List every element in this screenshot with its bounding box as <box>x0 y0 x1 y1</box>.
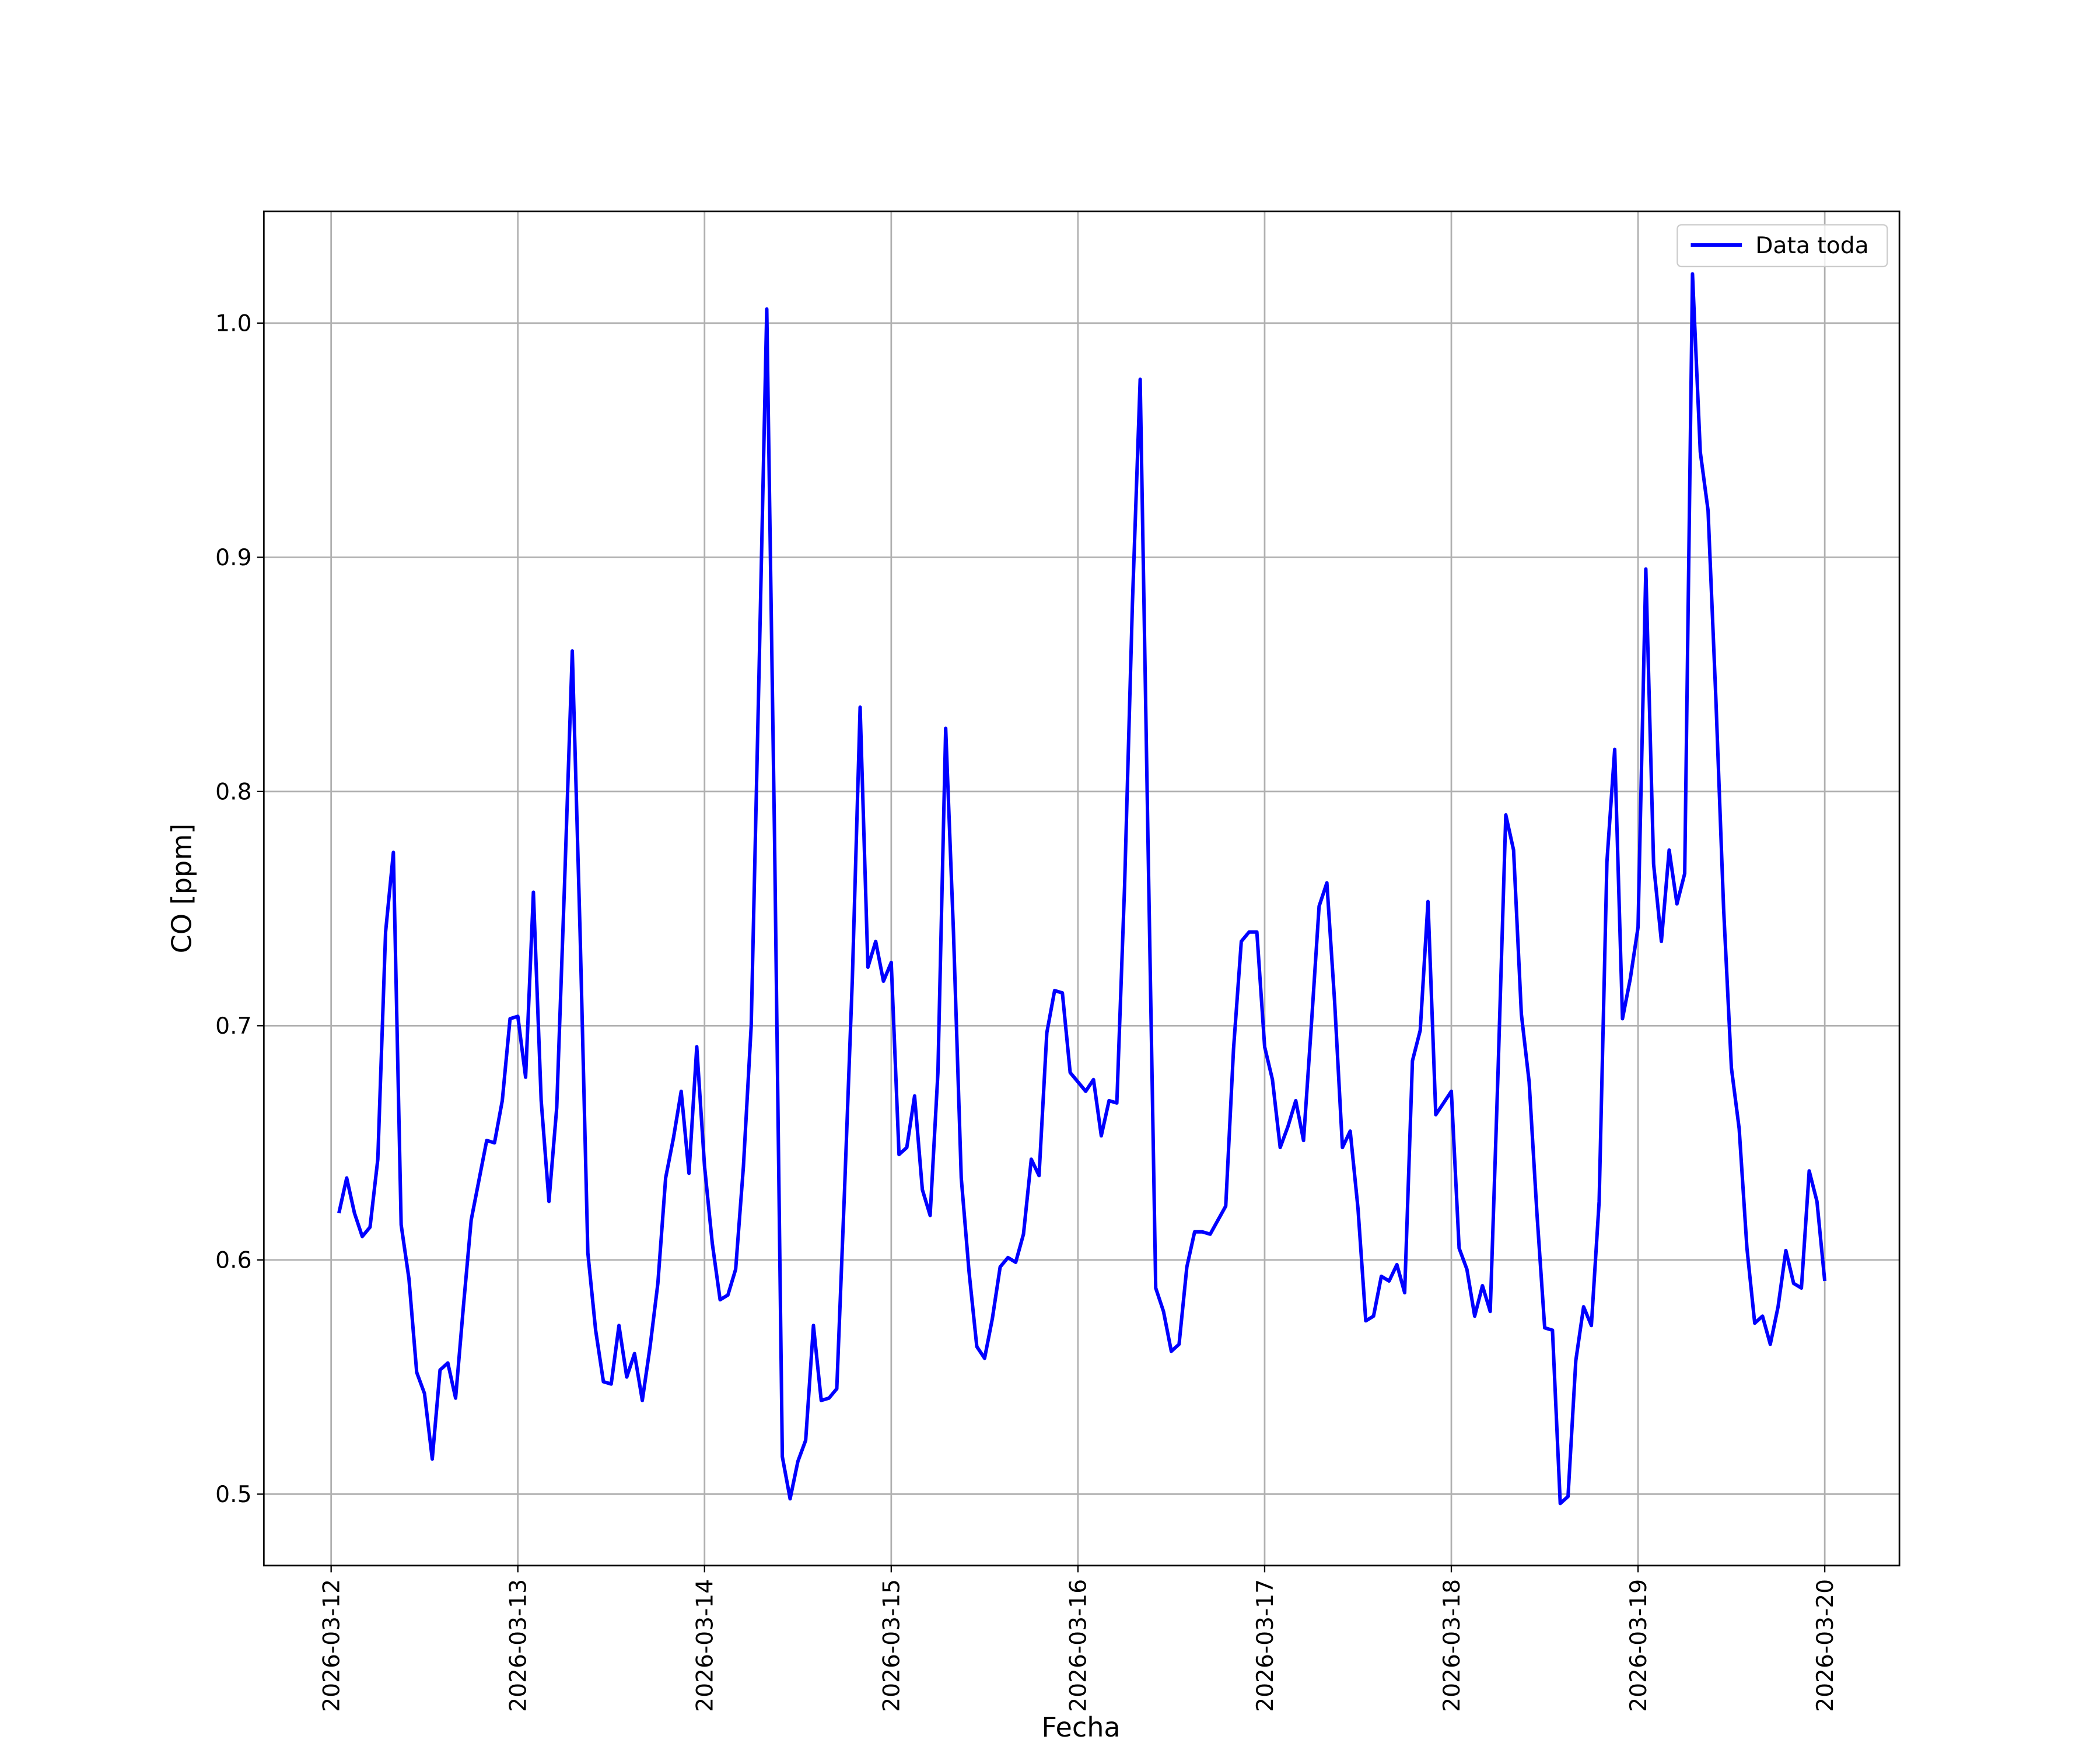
x-tick-label: 2026-03-13 <box>506 1579 532 1712</box>
x-tick-label: 2026-03-12 <box>319 1579 345 1712</box>
plot-frame <box>262 210 1901 1567</box>
x-tick-label: 2026-03-14 <box>692 1579 719 1712</box>
y-tick-label: 0.7 <box>215 1013 251 1040</box>
x-tick-label: 2026-03-16 <box>1066 1579 1092 1712</box>
x-tick-label: 2026-03-18 <box>1439 1579 1465 1712</box>
y-tick-label: 0.9 <box>215 545 251 571</box>
legend-box <box>1676 224 1888 268</box>
y-tick-label: 0.6 <box>215 1248 251 1274</box>
y-tick-label: 1.0 <box>215 311 251 337</box>
y-tick-label: 0.5 <box>215 1482 251 1508</box>
x-axis-label: Fecha <box>1041 1712 1120 1743</box>
x-tick-label: 2026-03-15 <box>879 1579 905 1712</box>
legend-label: Data toda <box>1755 233 1868 259</box>
y-axis-label: CO [ppm] <box>166 824 198 954</box>
y-tick-label: 0.8 <box>215 779 251 806</box>
data-line <box>337 272 1827 1506</box>
x-tick-label: 2026-03-20 <box>1812 1579 1839 1712</box>
x-tick-label: 2026-03-19 <box>1626 1579 1652 1712</box>
x-tick-label: 2026-03-17 <box>1252 1579 1279 1712</box>
